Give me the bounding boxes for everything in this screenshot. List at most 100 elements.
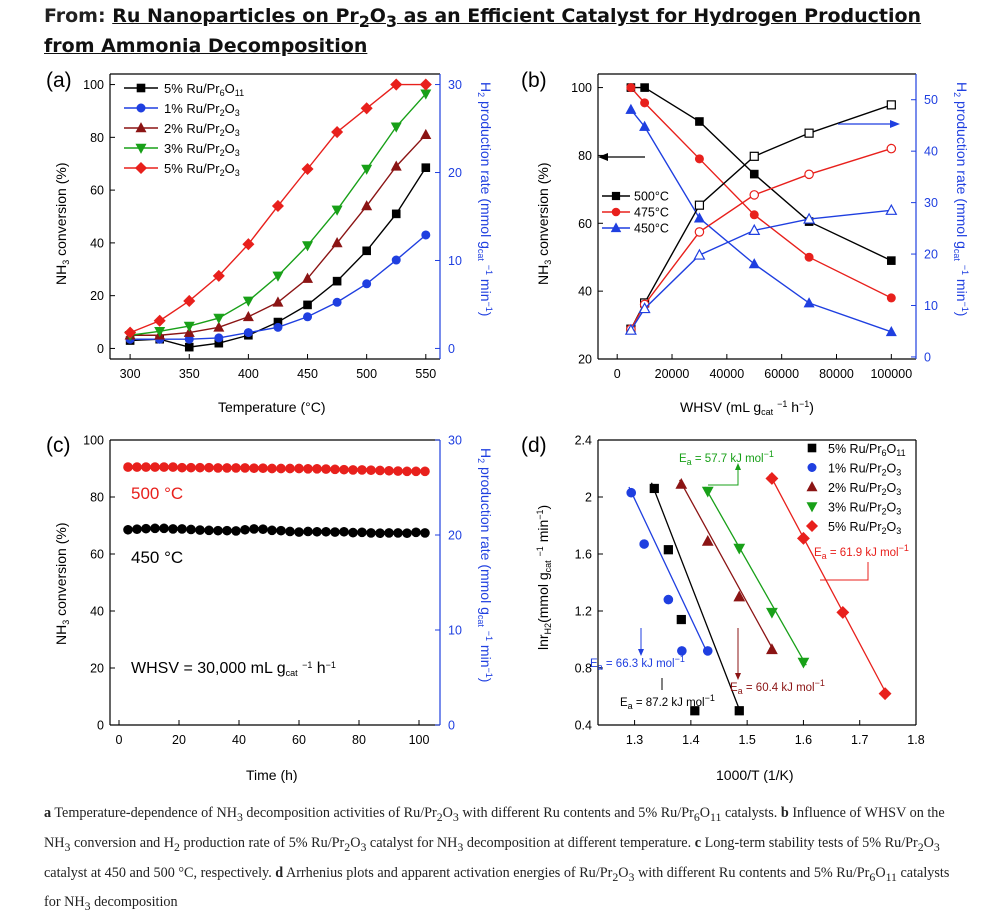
data-point (183, 294, 196, 307)
data-point (639, 539, 649, 549)
data-point (276, 525, 286, 536)
x-tick-label: 0 (614, 367, 621, 381)
legend-marker (807, 443, 817, 453)
data-point (391, 255, 401, 265)
fit-line (769, 473, 889, 697)
series-500-c (123, 462, 430, 477)
y-tick-label: 40 (90, 236, 104, 250)
data-point (214, 333, 224, 343)
x-tick-label: 60000 (764, 367, 799, 381)
data-point (240, 524, 250, 535)
legend-marker (611, 207, 621, 217)
x-tick-label: 1.7 (851, 733, 868, 747)
data-point (186, 524, 196, 535)
y2-tick-label: 10 (448, 254, 462, 268)
legend-marker (611, 191, 621, 201)
data-point (242, 296, 254, 307)
data-point (733, 590, 746, 602)
x-tick-label: 1.4 (682, 733, 699, 747)
x-tick-label: 500 (356, 367, 377, 381)
data-point (331, 126, 344, 139)
data-point (302, 241, 314, 252)
data-point (272, 271, 284, 282)
data-point (361, 200, 373, 211)
fit-line (628, 486, 709, 655)
x-tick-label: 80000 (819, 367, 854, 381)
data-point (294, 463, 304, 474)
data-point (393, 466, 403, 476)
series-1-ru-pr2o3 (125, 230, 431, 344)
fit-line (679, 479, 776, 655)
panel-d: (d) 1.3 1.4 1.5 1.6 1.7 1.8 0.4 0.8 1.2 1.6 2 2.4 (521, 434, 925, 748)
y-tick-label: 40 (578, 285, 592, 299)
data-point (402, 528, 412, 539)
data-point (677, 646, 687, 656)
data-point (411, 466, 421, 477)
data-point (803, 212, 816, 224)
y-tick-label: 80 (90, 131, 104, 145)
data-point (749, 151, 759, 161)
series-rate-5 (624, 203, 898, 335)
series-line (630, 86, 892, 262)
annotation-arrowhead (735, 673, 741, 680)
legend-label: 5% Ru/Pr2O3 (164, 161, 240, 178)
y2-tick-label: 30 (448, 78, 462, 92)
data-point (421, 230, 431, 240)
x-tick-label: 350 (179, 367, 200, 381)
article-title-link[interactable]: Ru Nanoparticles on Pr2O3 as an Efficien… (44, 5, 922, 57)
data-point (186, 462, 196, 473)
data-point (303, 312, 313, 322)
data-point (886, 100, 896, 110)
legend-marker (806, 502, 818, 513)
data-point (243, 328, 253, 338)
data-point (693, 212, 705, 223)
x-axis-title: Time (h) (246, 767, 298, 783)
y-tick-label: 100 (83, 434, 104, 448)
data-point (690, 706, 700, 716)
y2-tick-label: 20 (448, 529, 462, 543)
y-axis-title: NH3 conversion (%) (53, 522, 71, 645)
x-tick-label: 60 (292, 733, 306, 747)
data-point (391, 209, 401, 219)
data-point (360, 102, 373, 115)
legend-label: 1% Ru/Pr2O3 (164, 101, 240, 118)
data-point (212, 269, 225, 282)
series-500-c (626, 83, 896, 265)
data-point (177, 462, 187, 473)
data-point (312, 463, 322, 474)
data-point (184, 342, 194, 352)
y-tick-label: 2 (585, 491, 592, 505)
data-point (258, 524, 268, 535)
data-point (695, 117, 704, 126)
annotation-450c: 450 °C (131, 548, 183, 567)
legend-label: 5% Ru/Pr2O3 (828, 520, 901, 536)
data-point (273, 322, 283, 332)
data-point (625, 103, 637, 114)
y-tick-label: 20 (90, 662, 104, 676)
panel-b: (b) 0 20000 40000 60000 80000 100000 20 40 60 80 10… (521, 69, 938, 381)
legend-marker (805, 519, 819, 533)
data-point (242, 238, 255, 251)
legend-label: 1% Ru/Pr2O3 (828, 462, 901, 478)
data-point (693, 248, 706, 260)
data-point (749, 210, 759, 220)
data-point (332, 297, 342, 307)
x-tick-label: 300 (120, 367, 141, 381)
y2-axis-title: H2 production rate (mmol gcat −1 min−1) (952, 82, 970, 316)
data-point (804, 169, 814, 180)
x-tick-label: 1.6 (795, 733, 812, 747)
series-450-c (123, 523, 430, 539)
y2-tick-label: 0 (448, 342, 455, 356)
data-point (694, 227, 705, 237)
y-tick-label: 0 (97, 342, 104, 356)
data-point (222, 463, 232, 473)
y-axis-title: lnrH2(mmol gcat −1 min−1) (535, 505, 553, 650)
data-point (195, 462, 205, 473)
x-axis-title: Temperature (°C) (218, 399, 326, 415)
series-475-c (626, 83, 896, 303)
data-point (285, 526, 295, 537)
panel-label: (d) (521, 434, 547, 457)
data-point (640, 83, 649, 92)
data-point (384, 465, 394, 476)
y2-tick-label: 40 (924, 145, 938, 159)
